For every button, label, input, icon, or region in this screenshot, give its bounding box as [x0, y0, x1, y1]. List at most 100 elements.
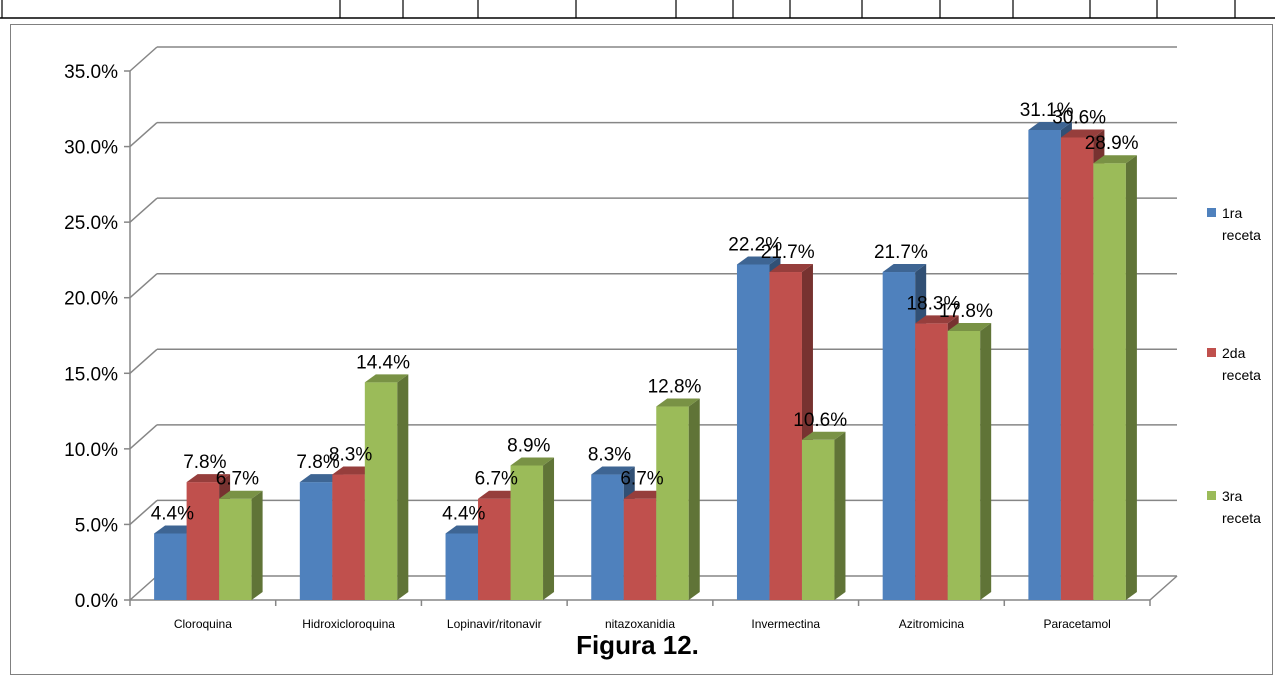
- bar-front: [882, 272, 916, 600]
- figure-caption: Figura 12.: [576, 630, 699, 660]
- y-tick-label: 20.0%: [64, 289, 118, 310]
- bar-top: [947, 322, 992, 331]
- bar-front: [801, 439, 835, 600]
- data-label: 6.7%: [475, 469, 518, 490]
- bar-front: [478, 498, 511, 600]
- y-tick-label: 30.0%: [64, 138, 118, 159]
- data-label: 18.3%: [906, 293, 960, 314]
- bar-top: [1093, 155, 1137, 164]
- bar-side: [251, 490, 263, 600]
- gridline-diagonal: [129, 575, 158, 601]
- gridline-diagonal: [129, 424, 158, 450]
- y-tick-label: 25.0%: [64, 213, 118, 234]
- bar-side: [834, 431, 846, 600]
- legend-swatch: [1207, 491, 1216, 500]
- bar-front: [1060, 137, 1094, 600]
- bar-front: [219, 498, 252, 600]
- legend-label: 3ra: [1222, 488, 1242, 504]
- bar-front: [947, 330, 981, 600]
- y-tick-label: 10.0%: [64, 440, 118, 461]
- gridline-diagonal: [129, 122, 158, 148]
- legend-item: 1ra receta: [1207, 205, 1261, 243]
- data-label: 31.1%: [1020, 100, 1074, 121]
- gridline-diagonal: [129, 46, 158, 72]
- bar-top: [915, 315, 959, 324]
- bar: [656, 398, 700, 600]
- bar-top: [591, 466, 635, 475]
- bar: [219, 490, 263, 600]
- bar-top: [510, 457, 555, 466]
- data-label: 21.7%: [874, 242, 928, 263]
- data-label: 14.4%: [356, 352, 410, 373]
- data-label: 6.7%: [620, 469, 663, 490]
- data-label: 21.7%: [761, 242, 815, 263]
- legend-item: 2da receta: [1207, 345, 1261, 383]
- data-label: 10.6%: [793, 410, 847, 431]
- bar-top: [801, 431, 846, 440]
- legend-swatch: [1207, 348, 1216, 357]
- bar-top: [736, 256, 781, 265]
- x-tick-label: nitazoxanidia: [605, 617, 675, 631]
- bar: [947, 322, 992, 600]
- bar: [801, 431, 846, 600]
- bar-top: [656, 398, 700, 407]
- bar-side: [1125, 155, 1137, 600]
- bar-front: [1093, 163, 1126, 600]
- gridline-diagonal: [129, 197, 158, 223]
- bar: [364, 374, 409, 600]
- data-label: 8.3%: [588, 445, 631, 466]
- bar-top: [769, 264, 813, 273]
- bar-front: [769, 272, 802, 600]
- data-label: 28.9%: [1085, 133, 1139, 154]
- bar-top: [186, 474, 231, 483]
- x-tick-label: Cloroquina: [174, 617, 232, 631]
- floor-right-edge: [1149, 575, 1178, 601]
- y-tick-label: 5.0%: [75, 515, 118, 536]
- bar-front: [510, 465, 544, 600]
- bar-top: [1060, 129, 1105, 138]
- data-label: 17.8%: [939, 301, 993, 322]
- x-tick-label: Invermectina: [751, 617, 820, 631]
- bar-side: [980, 322, 992, 600]
- bar-top: [364, 374, 409, 383]
- x-tick-label: Lopinavir/ritonavir: [447, 617, 542, 631]
- bar-front: [656, 406, 689, 600]
- bar-front: [445, 533, 479, 600]
- data-label: 4.4%: [442, 503, 485, 524]
- legend-label: receta: [1222, 510, 1261, 526]
- x-tick-label: Paracetamol: [1043, 617, 1110, 631]
- gridline-diagonal: [129, 348, 158, 374]
- bar-front: [154, 533, 187, 600]
- bar: [1093, 155, 1137, 600]
- y-tick-label: 15.0%: [64, 364, 118, 385]
- bar-top: [219, 490, 263, 499]
- bar-front: [1028, 129, 1061, 600]
- data-label: 7.8%: [296, 452, 339, 473]
- legend-label: receta: [1222, 367, 1261, 383]
- bar-front: [623, 498, 657, 600]
- gridline-diagonal: [129, 499, 158, 525]
- x-tick-label: Azitromicina: [899, 617, 965, 631]
- bar-front: [364, 382, 398, 600]
- data-label: 12.8%: [648, 377, 702, 398]
- bar: [510, 457, 555, 600]
- data-label: 8.9%: [507, 435, 550, 456]
- bar-side: [688, 398, 700, 600]
- x-axis-labels: Cloroquina Hidroxicloroquina Lopinavir/rit…: [129, 600, 1151, 631]
- bar-front: [915, 323, 948, 600]
- data-label: 30.6%: [1052, 108, 1106, 129]
- legend-label: receta: [1222, 227, 1261, 243]
- x-tick-label: Hidroxicloroquina: [302, 617, 395, 631]
- data-label: 22.2%: [728, 234, 782, 255]
- legend-swatch: [1207, 208, 1216, 217]
- legend-item: 3ra receta: [1207, 488, 1261, 526]
- bar-front: [591, 474, 624, 600]
- legend-label: 1ra: [1222, 205, 1242, 221]
- legend: 1ra receta 2da receta 3ra receta: [1207, 205, 1261, 526]
- gridline-diagonal: [129, 273, 158, 299]
- bar-top: [882, 264, 927, 273]
- data-label: 4.4%: [151, 503, 194, 524]
- bar-front: [736, 264, 770, 600]
- bar-front: [299, 482, 333, 600]
